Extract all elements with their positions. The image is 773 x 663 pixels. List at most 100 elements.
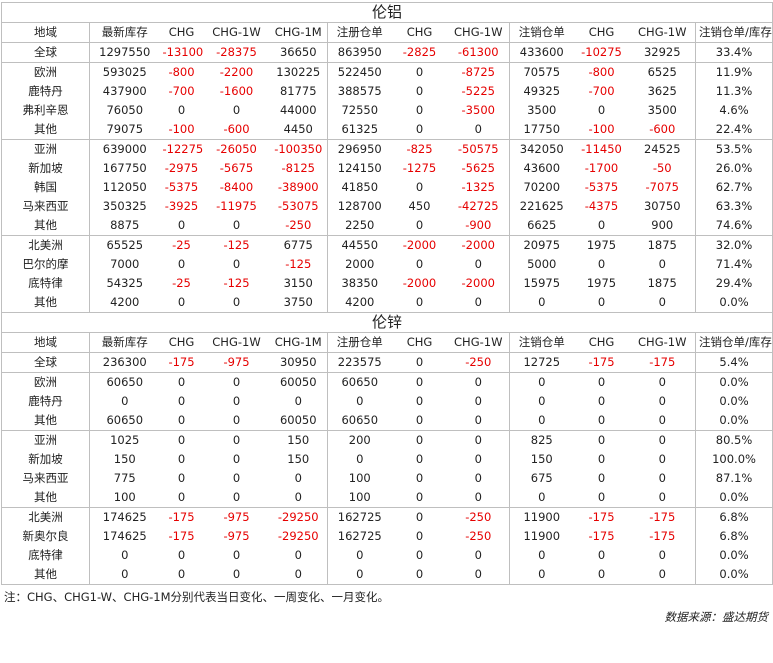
table-cell: 3500 (527, 103, 557, 117)
table-cell: 79075 (106, 122, 144, 136)
table-cell: 60650 (341, 413, 379, 427)
table-cell: 0 (356, 548, 364, 562)
table-cell: -5375 (164, 180, 199, 194)
table-cell: -5625 (447, 159, 510, 178)
table-cell: 0 (415, 413, 424, 427)
table-cell: 60050 (269, 411, 328, 431)
table-cell: 0 (538, 548, 546, 562)
table-cell: 22.4% (695, 120, 773, 140)
location-name: 新加坡 (1, 159, 90, 178)
column-header: CHG-1W (203, 22, 270, 43)
section-title: 伦铝 (0, 2, 773, 23)
table-cell: 0 (232, 548, 241, 562)
table-cell: 0 (269, 469, 328, 488)
table-cell: -8725 (447, 62, 510, 82)
table-cell: 0 (447, 546, 510, 565)
column-header: CHG-1M (269, 332, 328, 353)
column-header: CHG (573, 22, 630, 43)
table-cell: 593025 (89, 62, 160, 82)
table-cell: 0 (269, 565, 328, 585)
table-cell: 0 (415, 122, 424, 136)
table-cell: 0 (177, 490, 186, 504)
column-header: CHG-1W (629, 332, 696, 353)
table-cell: -250 (269, 216, 328, 236)
table-cell: 0 (159, 293, 204, 313)
table-cell: 0 (415, 180, 424, 194)
table-cell: 0.0% (695, 565, 773, 585)
table-cell: 0 (232, 103, 241, 117)
table-row: 底特律 54325 -25 -125 3150 38350 -2000 -2000 15975 1… (1, 274, 773, 293)
column-header: 注册仓单 (327, 22, 392, 43)
table-cell: 0 (509, 293, 574, 313)
table-cell: 0 (597, 471, 606, 485)
table-cell: 5.4% (695, 352, 773, 373)
table-cell: 0 (573, 565, 630, 585)
location-name: 弗利辛恩 (1, 101, 90, 120)
table-cell: 0 (629, 255, 696, 274)
table-cell: -2200 (203, 62, 270, 82)
table-cell: -100 (588, 122, 615, 136)
table-cell: -61300 (447, 42, 510, 63)
table-cell: 675 (530, 471, 553, 485)
region-name: 亚洲 (1, 139, 90, 159)
table-cell: 0 (203, 372, 270, 392)
table-cell: 0 (177, 394, 186, 408)
location-name: 其他 (1, 120, 90, 140)
table-cell: 0 (415, 490, 424, 504)
table-cell: -5375 (584, 180, 619, 194)
table-cell: -8125 (269, 159, 328, 178)
table-cell: 2000 (345, 257, 375, 271)
table-cell: 433600 (519, 45, 564, 59)
region-name: 欧洲 (1, 62, 90, 82)
table-cell: 30750 (629, 197, 696, 216)
location-name: 马来西亚 (1, 469, 90, 488)
table-cell: -975 (203, 507, 270, 527)
table-cell: 0 (232, 218, 241, 232)
table-cell: 72550 (341, 103, 379, 117)
table-cell: 3750 (269, 293, 328, 313)
table-cell: 450 (408, 199, 431, 213)
table-cell: 63.3% (695, 197, 773, 216)
table-cell: 2250 (345, 218, 375, 232)
column-header: 注销仓单 (509, 332, 574, 353)
table-cell: 0 (573, 372, 630, 392)
table-cell: -600 (629, 120, 696, 140)
table-cell: 0 (573, 293, 630, 313)
table-cell: 0 (232, 257, 241, 271)
table-cell: 0 (597, 490, 606, 504)
column-header: 地域 (1, 22, 90, 43)
table-cell: 0 (629, 411, 696, 431)
table-cell: 0 (538, 413, 546, 427)
table-cell: 0 (232, 394, 241, 408)
table-cell: 0 (447, 372, 510, 392)
table-cell: 29.4% (695, 274, 773, 293)
table-cell: -800 (573, 62, 630, 82)
table-cell: -50575 (447, 139, 510, 159)
table-cell: 4200 (327, 293, 392, 313)
column-header: CHG-1W (447, 332, 510, 353)
table-cell: 11.9% (695, 62, 773, 82)
table-row: 弗利辛恩 76050 0 0 44000 72550 0 -3500 3500 0 3500 4.6% (1, 101, 773, 120)
region-row: 欧洲 60650 0 0 60050 60650 0 0 0 0 0 0.0% (1, 372, 773, 392)
table-cell: 0 (415, 218, 424, 232)
table-cell: 296950 (327, 139, 392, 159)
table-cell: -3500 (447, 101, 510, 120)
table-cell: 221625 (519, 199, 564, 213)
column-header: CHG-1W (203, 332, 270, 353)
table-cell: 24525 (629, 139, 696, 159)
table-cell: 30950 (269, 352, 328, 373)
table-cell: 0 (356, 452, 364, 466)
table-cell: -175 (168, 529, 195, 543)
table-cell: -175 (588, 529, 615, 543)
section-title: 伦锌 (0, 312, 773, 333)
table-cell: 0 (629, 293, 696, 313)
table-cell: 0 (629, 565, 696, 585)
table-cell: 11900 (523, 529, 561, 543)
table-cell: 150 (530, 452, 553, 466)
table-cell: -4375 (584, 199, 619, 213)
table-cell: 100.0% (695, 450, 773, 469)
table-cell: 53.5% (695, 139, 773, 159)
table-row: 鹿特丹 0 0 0 0 0 0 0 0 0 0 0.0% (1, 392, 773, 411)
table-cell: -1325 (447, 178, 510, 197)
table-cell: 0 (447, 293, 510, 313)
